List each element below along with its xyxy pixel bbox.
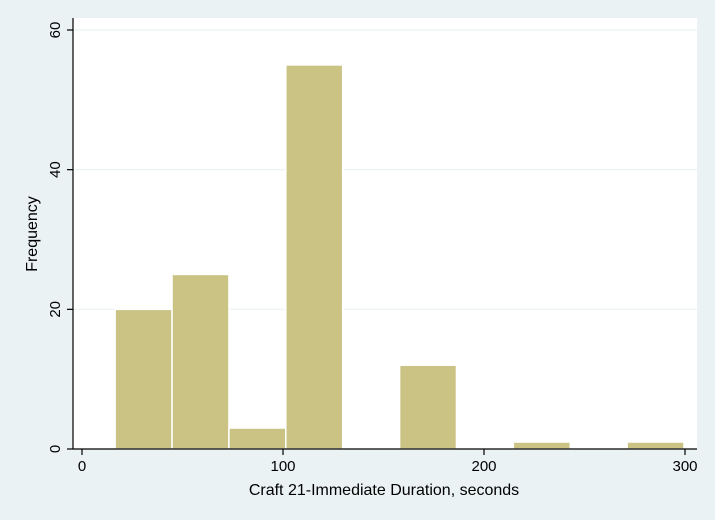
bar-7 bbox=[626, 441, 685, 450]
y-axis-title: Frequency bbox=[24, 196, 41, 272]
y-tick-label-20: 20 bbox=[47, 301, 64, 318]
x-tick-label-200: 200 bbox=[471, 458, 496, 475]
y-tick-label-40: 40 bbox=[47, 161, 64, 178]
bar-3 bbox=[228, 427, 287, 450]
axis-ticks: 0 20 40 60 0 100 200 300 bbox=[47, 22, 698, 475]
y-tick-label-60: 60 bbox=[47, 22, 64, 39]
x-tick-label-300: 300 bbox=[672, 458, 697, 475]
bar-1 bbox=[114, 308, 173, 450]
x-tick-label-0: 0 bbox=[78, 458, 86, 475]
x-tick-label-100: 100 bbox=[270, 458, 295, 475]
bars bbox=[114, 64, 685, 450]
bar-5 bbox=[398, 364, 458, 450]
y-tick-label-0: 0 bbox=[47, 445, 64, 453]
x-axis-title: Craft 21-Immediate Duration, seconds bbox=[249, 482, 519, 499]
bar-4 bbox=[285, 64, 344, 450]
bar-2 bbox=[171, 273, 230, 450]
bar-6 bbox=[512, 441, 571, 450]
